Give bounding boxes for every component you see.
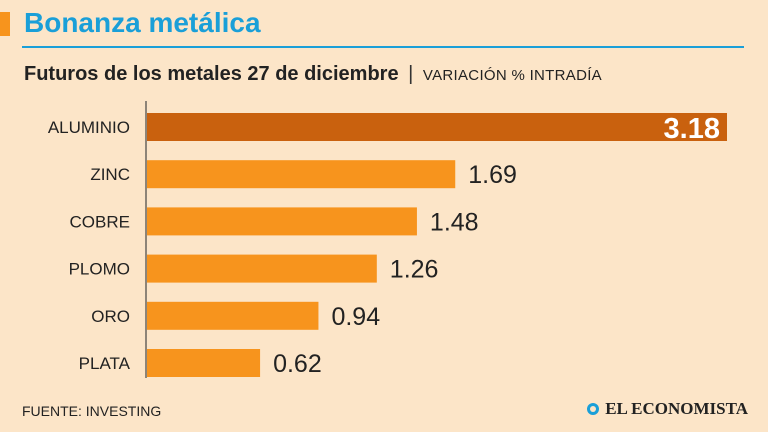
value-label-plata: 0.62 xyxy=(273,350,322,378)
brand-icon xyxy=(587,403,600,415)
bar-cobre xyxy=(147,207,417,236)
page-title: Bonanza metálica xyxy=(24,7,261,38)
chart-subtitle: Futuros de los metales 27 de diciembre |… xyxy=(24,63,602,86)
title-accent-bar xyxy=(0,12,10,36)
bar-plata xyxy=(147,349,261,377)
subtitle-separator: | xyxy=(408,63,414,85)
category-label-plomo: PLOMO xyxy=(69,260,130,279)
category-label-plata: PLATA xyxy=(79,354,131,373)
category-label-aluminio: ALUMINIO xyxy=(48,118,130,137)
bar-zinc xyxy=(147,160,456,189)
chart-unit-label: VARIACIÓN % INTRADÍA xyxy=(422,67,602,84)
source-note: FUENTE: INVESTING xyxy=(22,403,162,419)
value-label-aluminio: 3.18 xyxy=(664,113,720,145)
category-label-oro: ORO xyxy=(91,307,130,326)
value-label-cobre: 1.48 xyxy=(430,208,479,236)
title-divider xyxy=(22,46,744,48)
bar-oro xyxy=(147,301,319,330)
chart-subtitle-text: Futuros de los metales 27 de diciembre xyxy=(24,63,399,85)
category-label-zinc: ZINC xyxy=(90,165,130,184)
bar-aluminio xyxy=(147,113,727,141)
category-label-cobre: COBRE xyxy=(70,212,130,231)
value-label-zinc: 1.69 xyxy=(468,161,517,189)
bar-plomo xyxy=(147,254,377,283)
value-label-oro: 0.94 xyxy=(331,303,380,331)
value-label-plomo: 1.26 xyxy=(390,256,439,284)
brand-name: EL ECONOMISTA xyxy=(605,399,748,418)
brand-logo: EL ECONOMISTA xyxy=(587,399,748,419)
